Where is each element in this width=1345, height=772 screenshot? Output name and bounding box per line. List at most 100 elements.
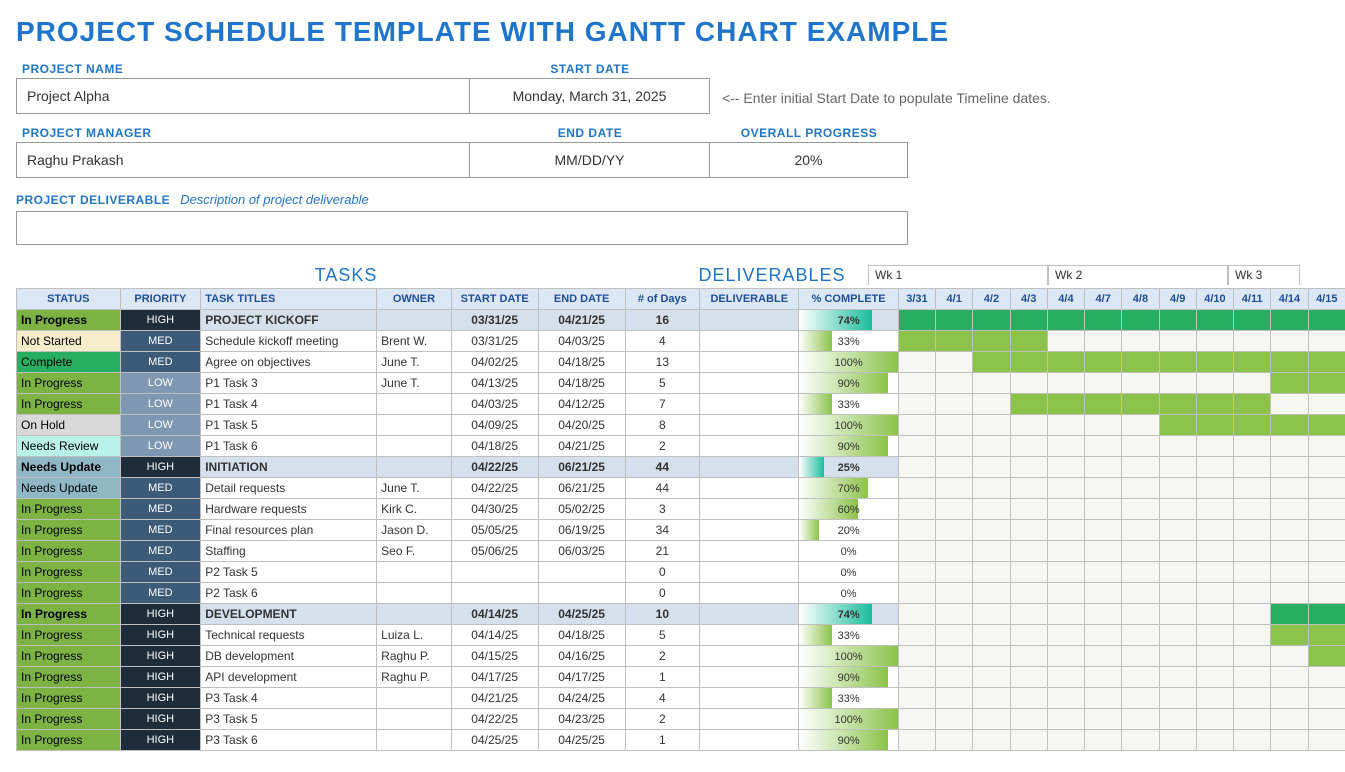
cell-status[interactable]: Complete <box>17 352 121 373</box>
cell-status[interactable]: In Progress <box>17 583 121 604</box>
gantt-cell[interactable] <box>1234 688 1271 709</box>
gantt-cell[interactable] <box>1196 667 1233 688</box>
cell-title[interactable]: Final resources plan <box>201 520 377 541</box>
cell-owner[interactable]: June T. <box>377 373 452 394</box>
gantt-cell[interactable] <box>1010 688 1047 709</box>
gantt-cell[interactable] <box>936 562 973 583</box>
cell-days[interactable]: 5 <box>625 373 700 394</box>
cell-priority[interactable]: LOW <box>120 436 201 457</box>
cell-days[interactable]: 13 <box>625 352 700 373</box>
task-row[interactable]: Needs UpdateMEDDetail requestsJune T.04/… <box>17 478 1345 499</box>
cell-pct[interactable]: 33% <box>799 688 898 709</box>
input-deliverable[interactable] <box>16 211 908 245</box>
cell-start[interactable]: 04/18/25 <box>451 436 538 457</box>
task-row[interactable]: In ProgressHIGHP3 Task 504/22/2504/23/25… <box>17 709 1345 730</box>
gantt-cell[interactable] <box>1047 478 1084 499</box>
cell-pct[interactable]: 90% <box>799 730 898 751</box>
cell-owner[interactable] <box>377 436 452 457</box>
gantt-cell[interactable] <box>1271 394 1308 415</box>
task-row[interactable]: Not StartedMEDSchedule kickoff meetingBr… <box>17 331 1345 352</box>
cell-end[interactable]: 04/24/25 <box>538 688 625 709</box>
gantt-cell[interactable] <box>1047 310 1084 331</box>
gantt-cell[interactable] <box>1010 478 1047 499</box>
cell-status[interactable]: On Hold <box>17 415 121 436</box>
gantt-cell[interactable] <box>898 583 935 604</box>
cell-title[interactable]: P1 Task 5 <box>201 415 377 436</box>
gantt-cell[interactable] <box>1047 562 1084 583</box>
cell-pct[interactable]: 33% <box>799 394 898 415</box>
gantt-cell[interactable] <box>1010 310 1047 331</box>
gantt-cell[interactable] <box>1085 583 1122 604</box>
gantt-cell[interactable] <box>1308 730 1345 751</box>
gantt-cell[interactable] <box>1234 310 1271 331</box>
gantt-cell[interactable] <box>1308 373 1345 394</box>
date-header[interactable]: 4/9 <box>1159 289 1196 310</box>
cell-priority[interactable]: HIGH <box>120 604 201 625</box>
gantt-cell[interactable] <box>1308 457 1345 478</box>
cell-days[interactable]: 21 <box>625 541 700 562</box>
gantt-cell[interactable] <box>936 331 973 352</box>
cell-end[interactable]: 06/19/25 <box>538 520 625 541</box>
gantt-cell[interactable] <box>1047 625 1084 646</box>
gantt-cell[interactable] <box>1271 667 1308 688</box>
date-header[interactable]: 4/15 <box>1308 289 1345 310</box>
cell-deliverable[interactable] <box>700 331 799 352</box>
cell-priority[interactable]: HIGH <box>120 667 201 688</box>
gantt-cell[interactable] <box>1010 457 1047 478</box>
cell-deliverable[interactable] <box>700 436 799 457</box>
cell-owner[interactable]: June T. <box>377 352 452 373</box>
cell-pct[interactable]: 25% <box>799 457 898 478</box>
task-row[interactable]: In ProgressLOWP1 Task 404/03/2504/12/257… <box>17 394 1345 415</box>
col-task[interactable]: TASK TITLES <box>201 289 377 310</box>
cell-priority[interactable]: MED <box>120 541 201 562</box>
gantt-cell[interactable] <box>1308 436 1345 457</box>
cell-days[interactable]: 0 <box>625 583 700 604</box>
gantt-cell[interactable] <box>973 436 1010 457</box>
gantt-cell[interactable] <box>1122 646 1159 667</box>
cell-title[interactable]: API development <box>201 667 377 688</box>
cell-deliverable[interactable] <box>700 499 799 520</box>
gantt-cell[interactable] <box>1159 373 1196 394</box>
gantt-cell[interactable] <box>898 394 935 415</box>
gantt-cell[interactable] <box>1271 625 1308 646</box>
gantt-cell[interactable] <box>1047 688 1084 709</box>
gantt-cell[interactable] <box>1271 499 1308 520</box>
gantt-cell[interactable] <box>1308 667 1345 688</box>
gantt-cell[interactable] <box>1271 646 1308 667</box>
cell-pct[interactable]: 20% <box>799 520 898 541</box>
gantt-cell[interactable] <box>1271 562 1308 583</box>
cell-end[interactable]: 04/25/25 <box>538 730 625 751</box>
gantt-cell[interactable] <box>1196 310 1233 331</box>
cell-priority[interactable]: HIGH <box>120 730 201 751</box>
gantt-cell[interactable] <box>1196 457 1233 478</box>
cell-start[interactable]: 04/14/25 <box>451 604 538 625</box>
gantt-cell[interactable] <box>1047 583 1084 604</box>
gantt-cell[interactable] <box>936 688 973 709</box>
task-row[interactable]: Needs ReviewLOWP1 Task 604/18/2504/21/25… <box>17 436 1345 457</box>
gantt-cell[interactable] <box>898 415 935 436</box>
gantt-cell[interactable] <box>1122 310 1159 331</box>
gantt-cell[interactable] <box>1047 667 1084 688</box>
cell-days[interactable]: 4 <box>625 688 700 709</box>
gantt-cell[interactable] <box>898 646 935 667</box>
cell-owner[interactable] <box>377 415 452 436</box>
gantt-cell[interactable] <box>1308 310 1345 331</box>
gantt-cell[interactable] <box>1271 520 1308 541</box>
gantt-cell[interactable] <box>1159 394 1196 415</box>
date-header[interactable]: 3/31 <box>898 289 935 310</box>
gantt-cell[interactable] <box>898 520 935 541</box>
gantt-cell[interactable] <box>1085 331 1122 352</box>
cell-days[interactable]: 1 <box>625 667 700 688</box>
gantt-cell[interactable] <box>1234 646 1271 667</box>
gantt-cell[interactable] <box>1047 499 1084 520</box>
cell-deliverable[interactable] <box>700 562 799 583</box>
task-row[interactable]: In ProgressMEDP2 Task 600% <box>17 583 1345 604</box>
gantt-cell[interactable] <box>973 478 1010 499</box>
gantt-cell[interactable] <box>1196 625 1233 646</box>
date-header[interactable]: 4/2 <box>973 289 1010 310</box>
gantt-cell[interactable] <box>898 436 935 457</box>
phase-row[interactable]: In ProgressHIGHDEVELOPMENT04/14/2504/25/… <box>17 604 1345 625</box>
date-header[interactable]: 4/14 <box>1271 289 1308 310</box>
gantt-cell[interactable] <box>1159 436 1196 457</box>
cell-pct[interactable]: 100% <box>799 352 898 373</box>
